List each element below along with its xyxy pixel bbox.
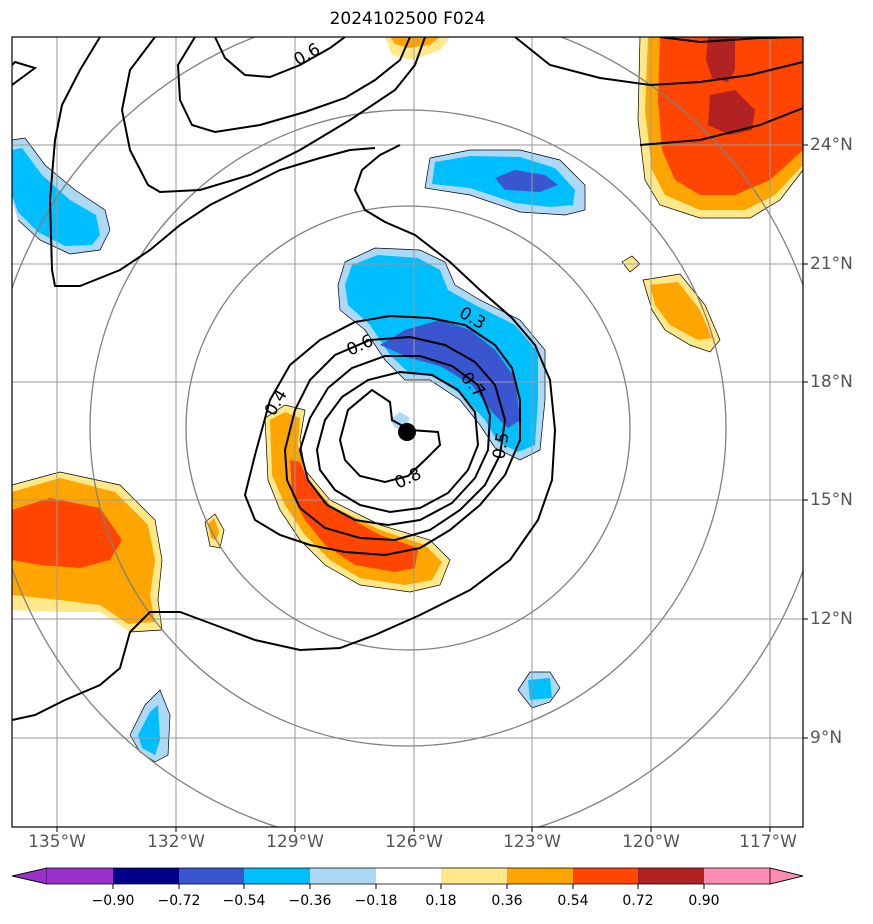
contour-lines <box>12 37 803 721</box>
colorbar-tick-label: 0.90 <box>688 893 720 909</box>
lat-tick-label: 9°N <box>810 728 843 748</box>
plot-title: 2024102500 F024 <box>329 9 486 29</box>
lat-tick-label: 15°N <box>810 490 853 510</box>
colorbar-tick-label: −0.72 <box>157 893 201 909</box>
colorbar-tick-label: 0.18 <box>425 893 457 909</box>
lat-lon-grid <box>12 37 803 827</box>
colorbar-tick-label: 0.54 <box>557 893 589 909</box>
contour-label: 0.5 <box>489 431 513 461</box>
axis-ticks <box>56 144 808 832</box>
map-frame <box>11 36 804 828</box>
colorbar-tick-label: −0.54 <box>222 893 266 909</box>
lon-tick-label: 120°W <box>622 832 680 852</box>
lon-tick-label: 123°W <box>503 832 561 852</box>
lon-tick-label: 129°W <box>266 832 324 852</box>
colorbar <box>11 867 804 889</box>
lon-tick-label: 117°W <box>739 832 797 852</box>
lon-tick-label: 132°W <box>147 832 205 852</box>
lat-tick-label: 12°N <box>810 609 853 629</box>
colorbar-tick-label: −0.36 <box>288 893 332 909</box>
lat-tick-label: 21°N <box>810 254 853 274</box>
colorbar-tick-label: 0.72 <box>622 893 654 909</box>
storm-center-marker <box>398 423 416 441</box>
lat-tick-label: 18°N <box>810 372 853 392</box>
lat-tick-label: 24°N <box>810 135 853 155</box>
colorbar-tick-label: 0.36 <box>491 893 523 909</box>
colorbar-tick-label: −0.90 <box>91 893 135 909</box>
negative-anomaly-shading <box>12 138 585 762</box>
lon-tick-label: 135°W <box>28 832 86 852</box>
lon-tick-label: 126°W <box>385 832 443 852</box>
colorbar-tick-label: −0.18 <box>354 893 398 909</box>
range-rings <box>12 37 803 827</box>
